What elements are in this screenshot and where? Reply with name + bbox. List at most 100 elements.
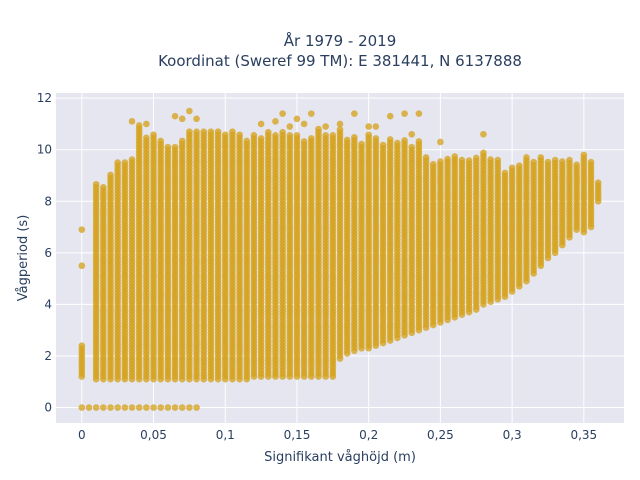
x-tick-label: 0,15 xyxy=(284,428,311,442)
data-point xyxy=(351,110,358,117)
data-points xyxy=(78,107,602,411)
data-point xyxy=(300,138,308,145)
data-point xyxy=(114,404,121,411)
data-point xyxy=(465,157,473,164)
data-point xyxy=(143,134,150,142)
data-point xyxy=(128,404,136,411)
x-tick-label: 0 xyxy=(78,428,86,442)
data-point xyxy=(401,137,408,144)
data-point xyxy=(415,138,423,145)
data-point xyxy=(164,143,172,151)
data-point xyxy=(178,404,186,411)
data-point xyxy=(315,125,322,133)
data-point xyxy=(221,131,229,139)
data-point xyxy=(78,404,86,411)
y-tick-label: 0 xyxy=(44,401,52,415)
data-point xyxy=(386,112,394,120)
data-point xyxy=(236,131,243,139)
data-point xyxy=(480,130,487,138)
x-tick-label: 0,35 xyxy=(570,428,597,442)
data-point xyxy=(92,180,100,188)
data-point xyxy=(157,137,165,145)
data-point xyxy=(286,123,294,130)
data-point xyxy=(415,110,423,117)
data-point xyxy=(322,131,329,139)
data-point xyxy=(394,139,401,147)
data-point xyxy=(308,110,315,117)
data-point xyxy=(107,171,114,179)
data-point xyxy=(336,120,344,128)
data-point xyxy=(286,131,294,139)
data-point xyxy=(279,110,286,117)
data-point xyxy=(544,158,552,166)
data-point xyxy=(365,123,372,130)
data-point xyxy=(178,137,186,145)
data-point xyxy=(78,262,86,270)
x-tick-label: 0,25 xyxy=(427,428,454,442)
x-tick-label: 0,2 xyxy=(359,428,378,442)
data-point xyxy=(100,404,107,411)
data-point xyxy=(78,342,86,349)
y-axis-title: Vågperiod (s) xyxy=(16,215,31,302)
x-tick-label: 0,05 xyxy=(140,428,167,442)
data-point xyxy=(358,140,365,148)
data-point xyxy=(279,128,286,136)
data-point xyxy=(243,137,251,145)
data-point xyxy=(171,404,179,411)
data-point xyxy=(264,128,272,136)
data-point xyxy=(135,122,143,129)
data-point xyxy=(422,154,430,161)
data-point xyxy=(178,115,186,123)
data-point xyxy=(214,128,222,135)
data-point xyxy=(257,120,265,128)
y-tick-label: 10 xyxy=(37,143,52,157)
data-point xyxy=(472,154,480,162)
data-point xyxy=(186,128,193,135)
data-point xyxy=(530,158,537,166)
data-point xyxy=(429,160,437,168)
data-point xyxy=(494,156,502,164)
data-point xyxy=(193,128,200,135)
data-point xyxy=(121,159,129,166)
data-point xyxy=(164,404,172,411)
data-point xyxy=(408,130,416,138)
data-point xyxy=(566,156,573,164)
data-point xyxy=(171,143,179,151)
y-tick-label: 8 xyxy=(44,194,52,208)
data-point xyxy=(343,136,351,144)
data-point xyxy=(293,131,301,139)
data-point xyxy=(85,404,93,411)
data-point xyxy=(551,156,559,164)
data-point xyxy=(186,404,193,411)
data-point xyxy=(143,404,150,411)
data-point xyxy=(200,128,208,135)
data-point xyxy=(594,179,602,187)
data-point xyxy=(272,131,279,139)
x-axis-title: Signifikant våghöjd (m) xyxy=(264,450,416,465)
data-point xyxy=(336,126,344,133)
data-point xyxy=(437,158,444,165)
data-point xyxy=(444,155,451,163)
data-point xyxy=(107,404,114,411)
data-point xyxy=(121,404,129,411)
data-point xyxy=(408,143,416,151)
x-tick-labels: 0 0,05 0,1 0,15 0,2 0,25 0,3 0,35 xyxy=(78,428,597,442)
data-point xyxy=(372,135,380,142)
y-tick-label: 2 xyxy=(44,349,52,363)
data-point xyxy=(92,404,100,411)
data-point xyxy=(150,404,157,411)
chart-title-line2: Koordinat (Sweref 99 TM): E 381441, N 61… xyxy=(158,52,522,70)
data-point xyxy=(523,154,530,161)
data-point xyxy=(308,135,315,142)
data-point xyxy=(157,404,165,411)
data-point xyxy=(487,156,494,163)
data-point xyxy=(293,115,301,123)
data-point xyxy=(257,135,265,142)
data-point xyxy=(143,120,150,128)
data-point xyxy=(580,151,588,159)
data-point xyxy=(193,404,200,411)
data-point xyxy=(379,141,387,149)
